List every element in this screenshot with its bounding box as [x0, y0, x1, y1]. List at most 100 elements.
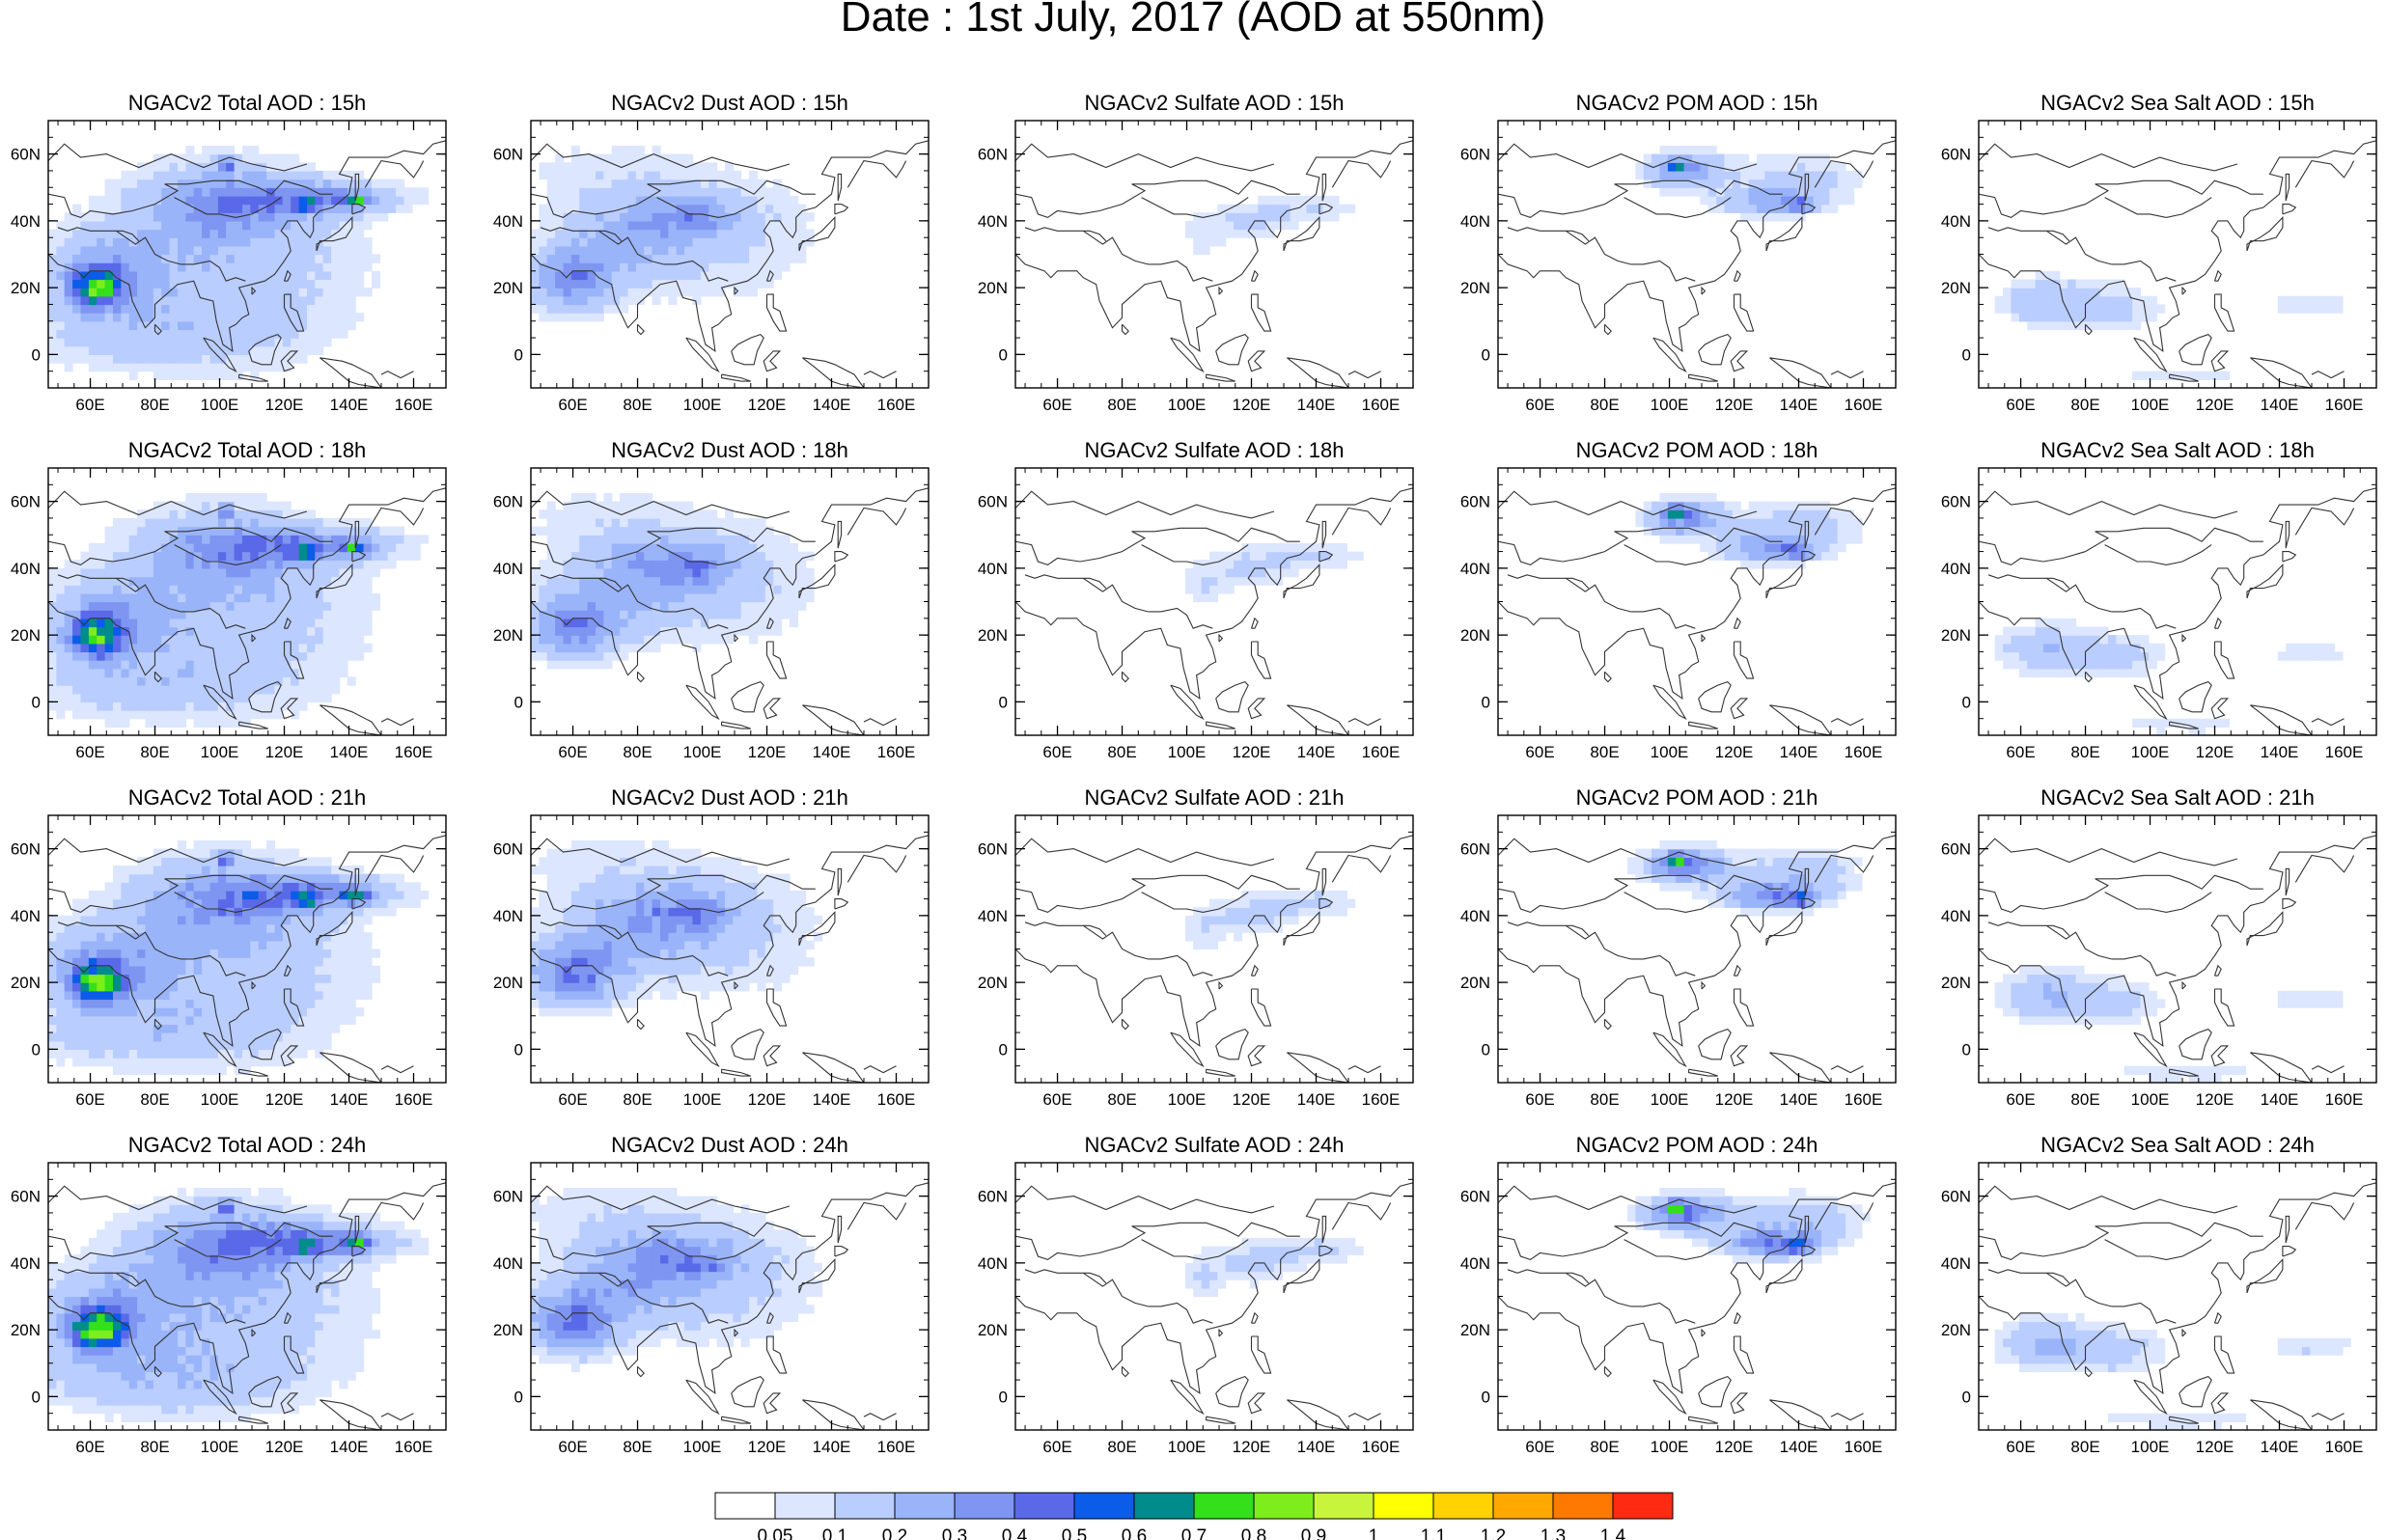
aod-cell	[153, 162, 162, 172]
y-tick-label: 0	[1482, 693, 1490, 711]
aod-cell	[2051, 279, 2061, 289]
aod-cell	[1265, 551, 1275, 561]
aod-cell	[2051, 288, 2061, 297]
aod-cell	[757, 517, 766, 528]
aod-cell	[161, 153, 171, 163]
aod-cell	[570, 220, 580, 231]
aod-cell	[48, 660, 57, 670]
aod-cell	[242, 146, 251, 155]
aod-cell	[258, 567, 267, 578]
aod-cell	[266, 576, 276, 586]
aod-cell	[315, 338, 324, 347]
aod-cell	[372, 270, 380, 281]
aod-cell	[48, 338, 57, 347]
aod-cell	[161, 354, 171, 364]
aod-cell	[1994, 295, 2004, 306]
coastline-path	[1730, 698, 1749, 720]
aod-cell	[185, 668, 195, 678]
aod-cell	[185, 288, 195, 297]
aod-cell	[97, 551, 106, 561]
aod-cell	[161, 635, 171, 645]
aod-cell	[692, 229, 702, 238]
aod-cell	[307, 509, 316, 519]
aod-cell	[307, 668, 316, 678]
aod-cell	[1732, 170, 1741, 180]
aod-cell	[274, 710, 284, 720]
aod-cell	[322, 195, 332, 206]
aod-cell	[2156, 304, 2166, 314]
aod-cell	[315, 626, 324, 636]
aod-cell	[1306, 212, 1316, 222]
aod-cell	[1659, 170, 1669, 180]
aod-cell	[242, 509, 251, 519]
aod-cell	[1772, 179, 1782, 188]
aod-cell	[121, 254, 130, 263]
aod-cell	[193, 329, 203, 339]
aod-cell	[684, 610, 694, 619]
aod-cell	[2156, 371, 2166, 380]
aod-cell	[2205, 371, 2214, 380]
aod-cell	[1748, 162, 1758, 172]
aod-cell	[121, 651, 130, 661]
aod-cell	[579, 179, 589, 188]
aod-cell	[2018, 279, 2028, 289]
aod-cell	[596, 610, 604, 619]
aod-cell	[355, 635, 365, 645]
aod-cell	[1764, 162, 1774, 172]
aod-cell	[587, 245, 597, 256]
aod-cell	[153, 685, 162, 695]
y-tick-label: 0	[32, 693, 41, 711]
aod-cell	[781, 601, 791, 611]
aod-cell	[185, 542, 195, 553]
aod-cell	[282, 693, 291, 702]
aod-cell	[266, 288, 276, 297]
aod-cell	[603, 651, 613, 661]
aod-cell	[128, 585, 138, 594]
aod-cell	[1821, 535, 1830, 544]
aod-cell	[740, 237, 750, 247]
aod-cell	[1209, 229, 1218, 238]
aod-cell	[250, 668, 260, 678]
coastline-path	[1024, 574, 1107, 589]
aod-cell	[331, 668, 341, 678]
aod-cell	[217, 535, 227, 544]
aod-cell	[307, 610, 316, 619]
aod-cell	[113, 229, 122, 238]
aod-cell	[764, 626, 774, 636]
aod-cell	[1667, 146, 1677, 155]
aod-cell	[692, 187, 702, 197]
coastline-path	[1250, 617, 1259, 629]
aod-cell	[153, 560, 162, 569]
aod-cell	[603, 535, 613, 544]
x-tick-label: 120E	[748, 396, 787, 414]
aod-cell	[1683, 170, 1693, 180]
aod-cell	[193, 212, 203, 222]
aod-cell	[716, 618, 726, 628]
aod-cell	[652, 576, 661, 586]
aod-cell	[2326, 295, 2336, 306]
aod-cell	[790, 618, 798, 628]
aod-cell	[274, 676, 284, 686]
aod-cell	[773, 262, 783, 272]
aod-cell	[1796, 526, 1806, 536]
aod-cell	[169, 162, 179, 172]
aod-cell	[234, 592, 243, 603]
aod-cell	[121, 685, 130, 695]
aod-cell	[1225, 560, 1235, 569]
aod-cell	[596, 187, 604, 197]
aod-cell	[250, 501, 260, 510]
aod-cell	[113, 585, 122, 594]
aod-cell	[2035, 320, 2044, 331]
aod-cell	[579, 610, 589, 619]
aod-cell	[1764, 179, 1774, 188]
x-tick-label: 140E	[1780, 743, 1818, 761]
aod-cell	[620, 179, 629, 188]
aod-cell	[217, 229, 227, 238]
aod-cell	[2035, 288, 2044, 297]
aod-cell	[692, 517, 702, 528]
aod-cell	[652, 643, 661, 653]
aod-cell	[1772, 187, 1782, 197]
aod-cell	[2011, 295, 2020, 306]
aod-cell	[266, 535, 276, 544]
aod-cell	[121, 212, 130, 222]
